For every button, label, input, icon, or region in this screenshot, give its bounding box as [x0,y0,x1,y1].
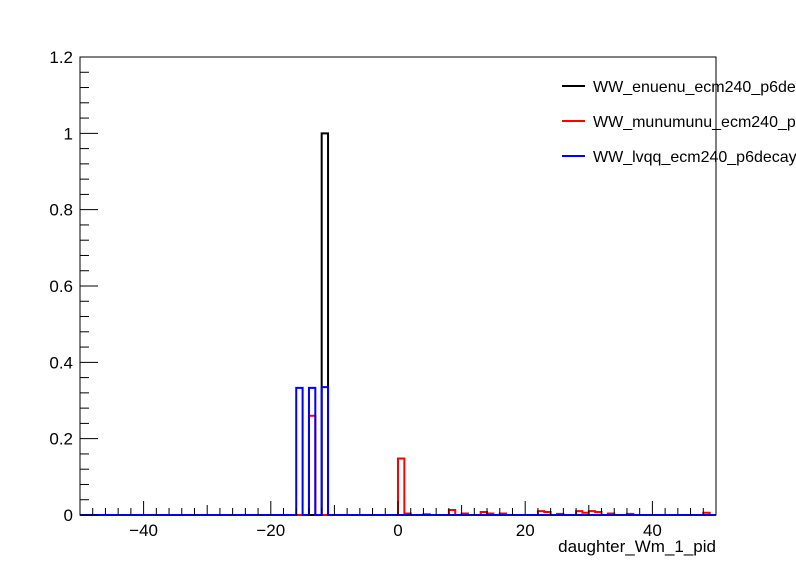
y-tick-label: 0.8 [49,201,73,220]
legend-entry-3: WW_lvqq_ecm240_p6decay [593,149,796,166]
series-layer [80,132,716,516]
legend-entry-2: WW_munumunu_ecm240_p [593,114,796,131]
y-tick-label: 0 [64,506,73,525]
series-line-2 [80,414,716,516]
series-line-3 [80,386,716,516]
x-tick-label: 0 [393,521,402,540]
y-tick-label: 0.2 [49,430,73,449]
x-tick-label: 20 [516,521,535,540]
x-axis-title: daughter_Wm_1_pid [558,537,716,556]
x-tick-label: 40 [643,521,662,540]
x-tick-label: −20 [256,521,285,540]
x-tick-label: −40 [129,521,158,540]
y-tick-label: 1.2 [49,48,73,67]
legend-entry-1: WW_enuenu_ecm240_p6de [593,79,796,96]
y-tick-label: 1 [64,124,73,143]
y-tick-label: 0.4 [49,353,73,372]
y-tick-label: 0.6 [49,277,73,296]
ticks-layer: −40 −20 0 20 40 0 0.2 0.4 0.6 0.8 1 1.2 [49,48,717,540]
legend: WW_enuenu_ecm240_p6de WW_munumunu_ecm240_… [562,79,796,166]
